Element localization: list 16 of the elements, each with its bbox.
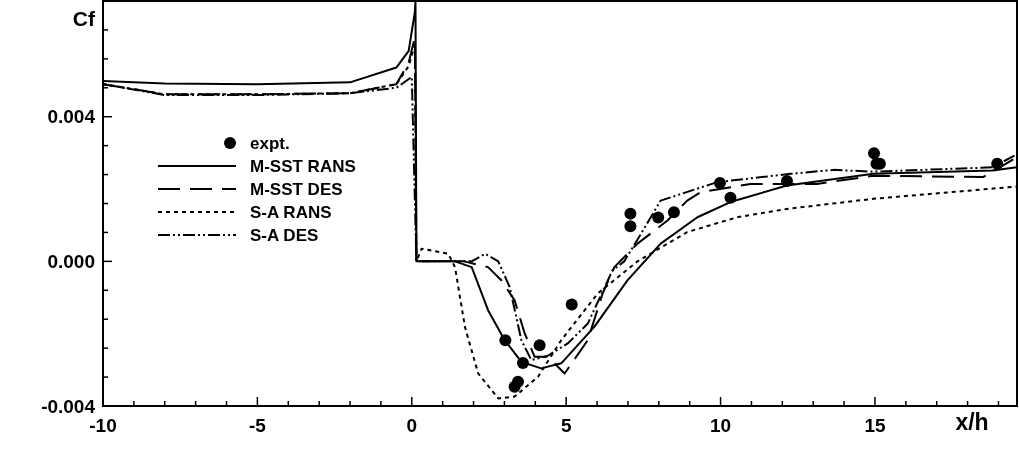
y-tick-label: 0.004 [47,106,96,128]
x-tick-label: 10 [710,415,732,436]
x-axis-title: x/h [955,409,989,435]
x-tick-label: 0 [406,415,418,436]
x-tick-label: -5 [248,415,267,436]
y-axis-title: Cf [72,7,96,30]
legend-label: expt. [250,133,290,153]
legend-label: M-SST RANS [250,156,356,176]
legend-label: S-A DES [250,225,319,245]
y-tick-label: 0.000 [47,251,95,273]
y-tick-label: -0.004 [41,395,96,417]
x-tick-label: -10 [89,415,117,436]
legend-label: M-SST DES [250,179,343,199]
legend-label: S-A RANS [250,202,332,222]
x-tick-label: 15 [864,415,886,436]
x-tick-label: 5 [560,415,572,436]
